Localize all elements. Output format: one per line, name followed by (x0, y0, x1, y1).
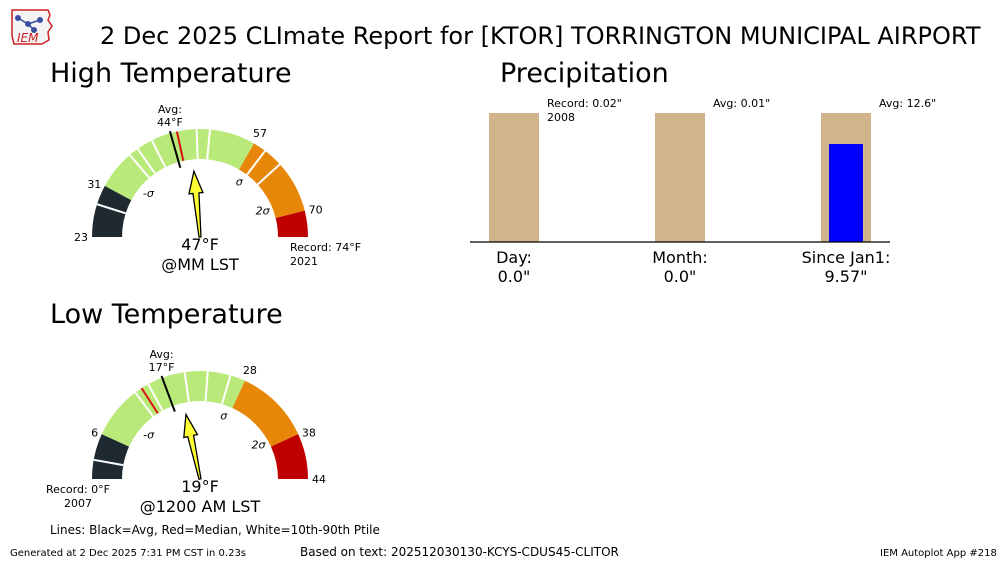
tick-label-1: 28 (243, 364, 257, 377)
tick-label-2: 57 (253, 127, 267, 140)
precip-bar-label-1: Avg: 0.01" (713, 97, 770, 110)
precip-bar-year-0: 2008 (547, 111, 575, 124)
record-year: 2007 (64, 497, 92, 510)
percentile-line-0 (96, 203, 126, 215)
precip-category-label-2: Since Jan1: (802, 248, 891, 267)
percentile-line-3 (183, 371, 190, 402)
logo-text: IEM (17, 31, 39, 45)
observed-time: @MM LST (161, 255, 239, 274)
precip-reference-bar-0 (489, 113, 539, 242)
average-label: Avg: (158, 103, 182, 116)
average-value: 17°F (149, 361, 175, 374)
precip-reference-bar-1 (655, 113, 705, 242)
percentile-line-7 (256, 163, 281, 186)
precip-category-value-0: 0.0" (498, 267, 531, 286)
observed-needle (183, 412, 202, 480)
gauge-segment-3 (270, 434, 308, 479)
tick-label-0: 6 (91, 426, 98, 439)
precip-observed-bar-2 (829, 144, 863, 242)
low-temperature-title: Low Temperature (50, 299, 283, 330)
tick-label-3: 44 (312, 473, 326, 486)
median-line (175, 131, 185, 162)
high-temperature-title: High Temperature (50, 58, 292, 89)
record-year: 2021 (290, 255, 318, 268)
precipitation-title: Precipitation (500, 58, 669, 89)
tick-label-0: 23 (74, 231, 88, 244)
percentile-line-5 (221, 375, 232, 405)
percentile-line-3 (150, 139, 167, 168)
gauge-segment-2 (232, 380, 299, 447)
sigma-label-1: σ (220, 409, 228, 422)
sigma-label-0: -σ (143, 428, 155, 441)
sigma-label-1: σ (236, 175, 244, 188)
sigma-label-0: -σ (143, 187, 155, 200)
gauge-segment-1 (104, 129, 254, 201)
average-line (160, 375, 176, 412)
tick-label-1: 31 (87, 178, 101, 191)
percentile-line-2 (147, 383, 164, 412)
sigma-label-2: 2σ (251, 438, 266, 451)
gauge-segment-2 (239, 143, 305, 218)
precip-category-label-0: Day: (496, 248, 532, 267)
page-title: 2 Dec 2025 CLImate Report for [KTOR] TOR… (100, 22, 981, 50)
average-value: 44°F (157, 116, 183, 129)
precip-category-value-2: 9.57" (825, 267, 868, 286)
observed-value: 47°F (181, 235, 219, 254)
percentile-line-1 (128, 154, 151, 179)
percentile-line-6 (246, 150, 266, 176)
percentile-line-0 (93, 458, 124, 467)
observed-needle (188, 169, 204, 238)
source-note: Based on text: 202512030130-KCYS-CDUS45-… (300, 545, 619, 559)
record-label: Record: 0°F (46, 483, 110, 496)
high-temperature-gauge: 23 31 57 70 -σ σ 2σ Avg: 44°F 47°F @MM LST Re… (74, 103, 361, 274)
percentile-line-4 (195, 129, 199, 160)
logo-network-icon (15, 15, 43, 33)
percentile-line-5 (206, 129, 211, 160)
precip-bar-label-2: Avg: 12.6" (879, 97, 936, 110)
precip-category-value-1: 0.0" (664, 267, 697, 286)
gauge-segment-3 (275, 210, 308, 237)
median-line (140, 387, 159, 414)
precip-bar-label-0: Record: 0.02" (547, 97, 622, 110)
percentile-line-1 (134, 391, 155, 418)
tick-label-3: 70 (309, 204, 323, 217)
tick-label-2: 38 (302, 426, 316, 439)
observed-value: 19°F (181, 477, 219, 496)
gauge-segment-0 (92, 185, 132, 237)
generated-note: Generated at 2 Dec 2025 7:31 PM CST in 0… (10, 548, 247, 559)
precip-category-label-1: Month: (652, 248, 708, 267)
record-label: Record: 74°F (290, 241, 361, 254)
iem-logo: IEM (11, 9, 53, 45)
average-line (168, 130, 182, 169)
average-label: Avg: (150, 348, 174, 361)
legend-note: Lines: Black=Avg, Red=Median, White=10th… (50, 523, 380, 537)
percentile-line-2 (136, 148, 156, 174)
percentile-line-4 (204, 371, 209, 402)
low-temperature-gauge: 6 28 38 44 -σ σ 2σ Avg: 17°F 19°F @1200 AM LS… (46, 348, 326, 516)
gauge-segment-0 (92, 434, 130, 479)
sigma-label-2: 2σ (256, 204, 271, 217)
observed-time: @1200 AM LST (140, 497, 261, 516)
gauge-segment-1 (101, 371, 245, 447)
app-note: IEM Autoplot App #218 (880, 548, 997, 559)
